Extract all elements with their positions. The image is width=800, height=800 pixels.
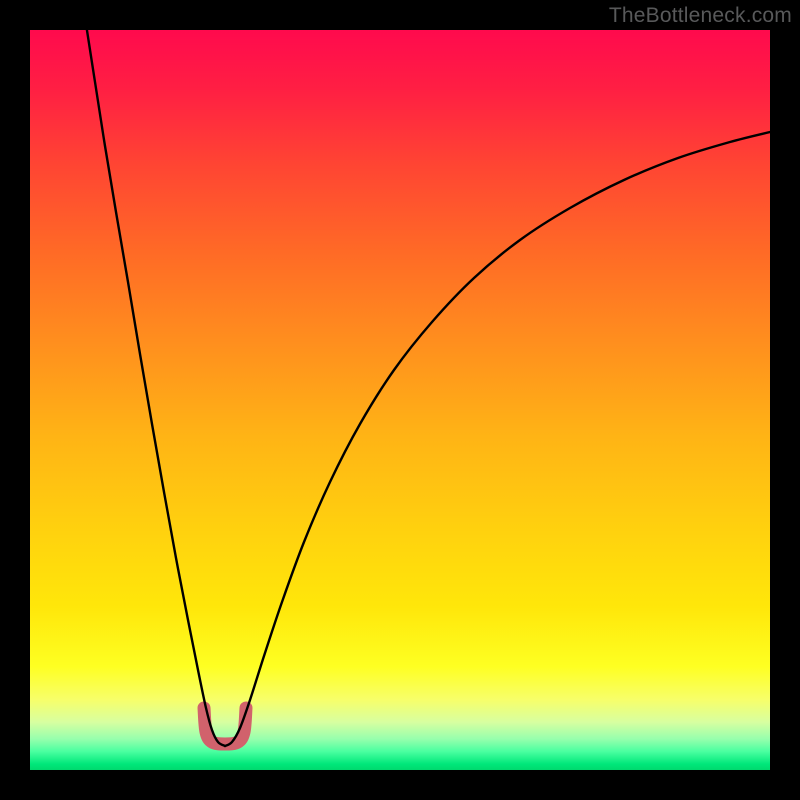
watermark-text: TheBottleneck.com [609,4,792,28]
chart-stage: TheBottleneck.com [0,0,800,800]
gradient-background [30,30,770,770]
